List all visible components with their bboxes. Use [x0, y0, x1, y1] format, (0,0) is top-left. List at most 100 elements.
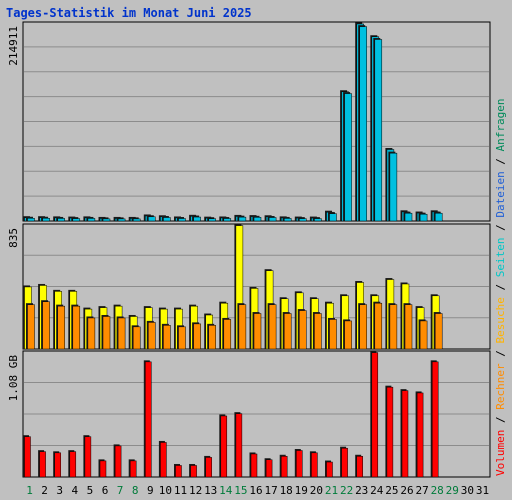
bar-rechner-day-16 — [253, 313, 262, 350]
bar-rechner-day-24 — [374, 302, 383, 350]
day-label: 9 — [147, 484, 154, 497]
day-label: 31 — [476, 484, 489, 497]
bar-volumen-day-25 — [386, 386, 394, 478]
legend-besuche: Besuche — [494, 297, 507, 343]
day-labels: 1 2 3 4 5 6 7 8 9 10 11 12 13 14 15 16 17 18 19 20 21 22 23 24 2… — [26, 484, 489, 497]
bar-rechner-day-23 — [359, 304, 367, 350]
bar-volumen-day-19 — [296, 450, 303, 478]
day-label: 20 — [310, 484, 323, 497]
legend: Volumen / Rechner / Besuche / Seiten / D… — [494, 98, 507, 476]
bar-volumen-day-26 — [401, 390, 409, 478]
bar-volumen-day-14 — [220, 415, 228, 478]
panel-hits: 214911 — [7, 21, 491, 222]
day-label: 29 — [446, 484, 459, 497]
bar-rechner-day-13 — [208, 325, 216, 350]
legend-rechner: Rechner — [494, 363, 507, 410]
bar-volumen-day-11 — [175, 465, 182, 478]
bar-volumen-day-1 — [24, 436, 31, 478]
day-label: 8 — [132, 484, 139, 497]
bar-rechner-day-7 — [117, 317, 126, 350]
day-label: 23 — [355, 484, 368, 497]
bar-volumen-day-3 — [54, 452, 61, 478]
legend-separator: / — [494, 277, 507, 297]
day-label: 22 — [340, 484, 353, 497]
bar-rechner-day-15 — [238, 304, 247, 350]
panel-ymax-label: 214911 — [7, 26, 20, 66]
bar-rechner-day-26 — [404, 304, 413, 350]
bar-volumen-day-27 — [416, 392, 424, 478]
bar-dateien-day-21 — [329, 213, 337, 222]
day-label: 1 — [26, 484, 33, 497]
bar-dateien-day-7 — [117, 218, 126, 222]
panel-ymax-label: 835 — [7, 228, 20, 248]
bar-rechner-day-21 — [329, 319, 337, 350]
bar-rechner-day-1 — [27, 304, 35, 350]
day-label: 14 — [219, 484, 233, 497]
legend-separator: / — [494, 344, 507, 364]
bar-dateien-day-5 — [87, 218, 96, 222]
bar-rechner-day-20 — [314, 313, 322, 350]
bar-dateien-day-22 — [344, 93, 352, 222]
bar-volumen-day-18 — [280, 456, 288, 478]
day-label: 2 — [41, 484, 48, 497]
bar-rechner-day-4 — [72, 305, 81, 350]
legend-seiten: Seiten — [494, 238, 507, 278]
day-label: 25 — [385, 484, 398, 497]
bar-rechner-day-3 — [57, 305, 65, 350]
bar-rechner-day-19 — [299, 310, 307, 350]
bar-dateien-day-14 — [223, 218, 232, 222]
bar-dateien-day-6 — [102, 218, 111, 222]
bar-rechner-day-8 — [132, 326, 141, 350]
bar-dateien-day-1 — [27, 217, 35, 222]
bar-dateien-day-17 — [268, 217, 277, 222]
bar-dateien-day-15 — [238, 216, 247, 222]
bar-volumen-day-23 — [356, 456, 363, 478]
bar-volumen-day-4 — [69, 451, 77, 478]
day-label: 17 — [264, 484, 277, 497]
bar-dateien-day-12 — [193, 216, 201, 222]
bar-volumen-day-8 — [129, 460, 137, 478]
bar-rechner-day-17 — [268, 304, 277, 350]
legend-volumen: Volumen — [494, 430, 507, 476]
bar-dateien-day-3 — [57, 218, 65, 222]
day-label: 3 — [56, 484, 63, 497]
bar-rechner-day-22 — [344, 320, 352, 350]
chart-title: Tages-Statistik im Monat Juni 2025 — [6, 6, 252, 20]
bar-dateien-day-13 — [208, 218, 216, 222]
bar-volumen-day-7 — [114, 445, 122, 478]
bar-rechner-day-10 — [163, 325, 171, 350]
day-label: 4 — [71, 484, 78, 497]
bar-dateien-day-28 — [434, 212, 443, 222]
bar-dateien-day-9 — [148, 216, 156, 222]
bar-volumen-day-28 — [431, 361, 439, 478]
bar-dateien-day-20 — [314, 218, 322, 222]
bar-rechner-day-5 — [87, 317, 96, 350]
panel-volume: 1.08 GB — [7, 350, 491, 478]
bar-volumen-day-6 — [99, 460, 107, 478]
bar-rechner-day-28 — [434, 313, 443, 350]
bar-dateien-day-8 — [132, 218, 141, 222]
bar-volumen-day-20 — [311, 452, 318, 478]
day-label: 6 — [102, 484, 109, 497]
bar-volumen-day-15 — [235, 413, 243, 478]
bar-volumen-day-9 — [145, 361, 152, 478]
day-label: 18 — [280, 484, 293, 497]
bar-rechner-day-12 — [193, 323, 201, 350]
bar-rechner-day-25 — [389, 304, 398, 350]
bar-dateien-day-10 — [163, 217, 171, 222]
bar-volumen-day-12 — [190, 465, 197, 478]
bar-volumen-day-22 — [341, 447, 348, 478]
day-label: 28 — [431, 484, 444, 497]
legend-separator: / — [494, 410, 507, 430]
bar-rechner-day-11 — [178, 326, 186, 350]
bar-dateien-day-27 — [419, 213, 428, 222]
day-label: 26 — [400, 484, 413, 497]
day-label: 30 — [461, 484, 474, 497]
bar-dateien-day-19 — [299, 218, 307, 222]
bar-dateien-day-25 — [389, 152, 398, 222]
bar-volumen-day-2 — [39, 451, 46, 478]
bar-volumen-day-13 — [205, 457, 212, 478]
panel-ymax-label: 1.08 GB — [7, 355, 20, 402]
bar-dateien-day-4 — [72, 218, 81, 222]
